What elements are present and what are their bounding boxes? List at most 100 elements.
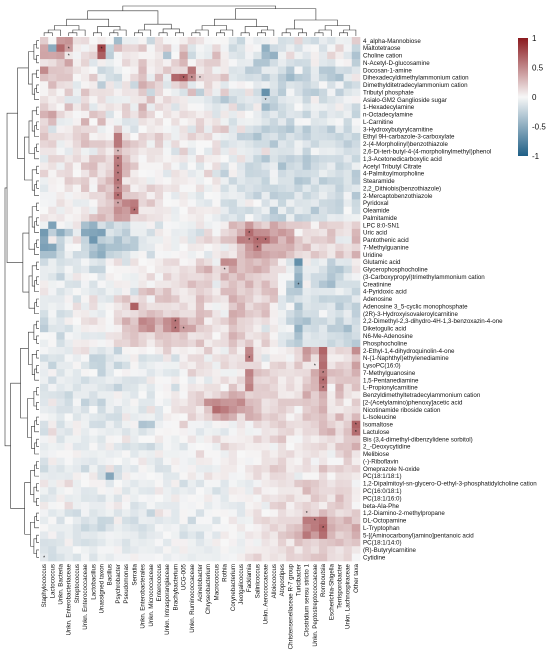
heatmap-cell — [97, 538, 106, 547]
heatmap-cell — [146, 125, 156, 134]
heatmap-cell — [228, 236, 238, 244]
heatmap-cell — [310, 37, 320, 45]
heatmap-cell — [113, 287, 123, 296]
heatmap-cell — [253, 398, 262, 407]
heatmap-cell — [245, 103, 254, 112]
heatmap-cell — [89, 302, 98, 311]
significance-star: * — [174, 327, 176, 333]
heatmap-cell — [56, 398, 65, 407]
heatmap-cell — [113, 420, 123, 429]
heatmap-cell — [138, 428, 147, 436]
heatmap-cell — [138, 516, 147, 525]
heatmap-cell — [220, 258, 230, 267]
heatmap-cell — [212, 435, 221, 444]
heatmap-cell — [105, 73, 115, 82]
heatmap-cell — [228, 125, 238, 134]
heatmap-cell — [245, 553, 254, 562]
heatmap-cell — [154, 428, 164, 436]
heatmap-cell — [97, 81, 106, 89]
heatmap-cell — [113, 538, 123, 547]
heatmap-cell — [212, 442, 221, 451]
heatmap-cell — [81, 184, 90, 193]
heatmap-cell — [228, 516, 238, 525]
heatmap-cell — [335, 383, 344, 392]
heatmap-cell — [212, 169, 221, 178]
heatmap-cell — [97, 162, 106, 171]
heatmap-cell — [220, 132, 230, 141]
heatmap-cell — [48, 118, 57, 126]
heatmap-cell — [48, 140, 57, 148]
heatmap-cell — [245, 177, 254, 185]
heatmap-cell — [204, 88, 213, 97]
heatmap-cell — [171, 206, 180, 215]
heatmap-cell — [351, 199, 361, 208]
dendrogram-branch — [36, 261, 39, 270]
heatmap-cell — [228, 103, 238, 112]
heatmap-cell — [81, 191, 90, 200]
heatmap-cell — [163, 494, 172, 503]
heatmap-cell — [310, 546, 320, 554]
heatmap-cell — [327, 258, 336, 267]
heatmap-cell — [97, 494, 106, 503]
heatmap-cell — [163, 310, 172, 318]
heatmap-cell — [163, 376, 172, 385]
heatmap-cell — [310, 132, 320, 141]
heatmap-cell — [236, 132, 246, 141]
heatmap-cell — [138, 177, 147, 185]
row-label: 2,2-Dimethyl-2,3-dihydro-4H-1,3-benzoxaz… — [363, 318, 503, 325]
heatmap-cell — [105, 206, 115, 215]
left-dendrogram — [4, 40, 39, 558]
heatmap-cell — [72, 147, 82, 156]
heatmap-cell — [40, 295, 49, 303]
significance-star: * — [314, 519, 316, 525]
heatmap-cell — [261, 59, 271, 67]
heatmap-cell — [187, 81, 197, 89]
heatmap-cell — [113, 302, 123, 311]
heatmap-cell — [261, 376, 271, 385]
heatmap-cell — [318, 110, 328, 119]
heatmap-cell — [245, 44, 254, 53]
heatmap-cell — [89, 494, 98, 503]
heatmap-cell — [171, 132, 180, 141]
heatmap-cell — [310, 479, 320, 488]
heatmap-cell — [171, 324, 180, 333]
heatmap-cell — [236, 376, 246, 385]
heatmap-cell — [351, 472, 361, 481]
heatmap-cell — [40, 59, 49, 67]
heatmap-cell — [138, 442, 147, 451]
heatmap-cell — [163, 118, 172, 126]
row-label: PC(18:1/16:0) — [363, 495, 402, 502]
heatmap-cell — [253, 420, 262, 429]
heatmap-cell — [236, 553, 246, 562]
heatmap-cell — [105, 546, 115, 554]
heatmap-cell — [154, 487, 164, 495]
heatmap-cell — [261, 81, 271, 89]
heatmap-cell — [269, 420, 279, 429]
row-label: L-Isoleucine — [363, 414, 397, 421]
heatmap-cell — [113, 553, 123, 562]
heatmap-cell — [261, 295, 271, 303]
heatmap-cell — [48, 199, 57, 208]
heatmap-cell — [56, 169, 65, 178]
heatmap-cell — [302, 435, 312, 444]
heatmap-cell — [195, 442, 205, 451]
heatmap-cell — [302, 81, 312, 89]
heatmap-cell — [261, 553, 271, 562]
heatmap-cell — [48, 339, 57, 348]
heatmap-cell — [89, 516, 98, 525]
heatmap-cell — [130, 103, 139, 112]
heatmap-cell — [97, 73, 106, 82]
heatmap-cell — [122, 509, 131, 518]
heatmap-cell — [277, 96, 287, 104]
heatmap-cell — [236, 354, 246, 363]
heatmap-cell — [163, 147, 172, 156]
heatmap-cell — [81, 317, 90, 326]
heatmap-cell — [236, 383, 246, 392]
heatmap-cell — [154, 324, 164, 333]
heatmap-cell — [179, 199, 188, 208]
heatmap-cell — [318, 162, 328, 171]
heatmap-cell — [351, 450, 361, 458]
heatmap-cell — [64, 199, 74, 208]
heatmap-cell — [89, 169, 98, 178]
heatmap-cell — [277, 509, 287, 518]
